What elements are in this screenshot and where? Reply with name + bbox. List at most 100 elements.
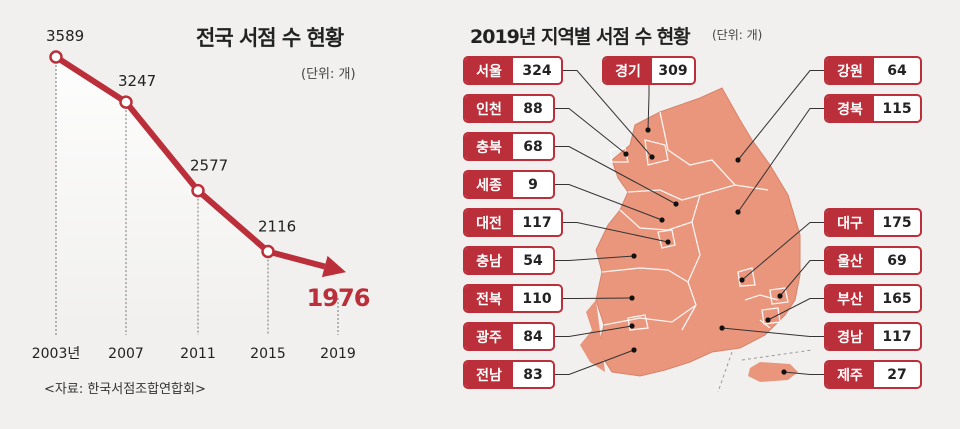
region-callout: 전남 83 [463,360,555,389]
region-location-dot [719,325,725,331]
callout-leader-line [555,325,633,337]
region-value: 54 [523,252,543,269]
region-location-dot [623,151,629,157]
line-chart-arrowhead [321,255,346,278]
line-chart-x-tick-label: 2019 [320,346,356,362]
region-name: 울산 [826,248,874,273]
region-name: 인천 [465,96,513,121]
callout-dots [623,127,787,375]
region-callout: 대전 117 [463,208,563,237]
region-callout: 전북 110 [463,284,563,313]
region-location-dot [631,253,637,259]
region-name: 대구 [826,210,874,235]
region-name: 경기 [604,58,652,83]
region-location-dot [765,317,771,323]
line-chart-point [49,50,63,64]
region-callout: 세종 9 [463,170,555,199]
callout-leader-line [783,371,824,375]
callout-leader-line [563,70,653,158]
line-chart-unit: (단위: 개) [301,67,356,82]
region-callout: 서울 324 [463,56,563,85]
region-name: 경남 [826,324,874,349]
line-chart: 3589 3247 2577 2116 1976 2003년 2007 2011 2015 20… [32,27,371,362]
region-callout: 대구 175 [824,208,922,237]
region-value: 175 [882,214,912,231]
region-location-dot [735,209,741,215]
region-name: 강원 [826,58,874,83]
korea-peninsula [580,87,813,393]
region-name: 충북 [465,134,513,159]
region-value: 84 [523,328,543,345]
region-value: 309 [658,62,688,79]
region-location-dot [629,323,635,329]
region-value: 83 [523,366,543,383]
region-value: 324 [522,62,552,79]
region-location-dot [629,295,635,301]
line-chart-point [191,183,205,198]
region-name: 제주 [826,362,874,387]
callout-leader-line [563,222,669,243]
region-value: 165 [882,290,912,307]
callout-leader-line [741,222,824,281]
region-name: 충남 [465,248,513,273]
region-value: 117 [522,214,552,231]
region-location-dot [631,347,637,353]
region-callout: 강원 64 [824,56,922,85]
callout-leader-line [647,85,650,131]
region-name: 부산 [826,286,874,311]
region-value: 69 [887,252,907,269]
line-chart-x-tick-label: 2015 [250,346,286,362]
source-note: <자료: 한국서점조합연합회> [44,382,206,397]
region-value: 64 [887,62,907,79]
region-value: 9 [528,176,538,193]
region-callout: 경남 117 [824,322,922,351]
line-chart-area [56,57,268,330]
region-location-dot [781,369,787,375]
line-chart-final-value-label: 1976 [307,284,370,312]
jeju-island [748,362,798,382]
line-chart-data-label: 2577 [190,157,228,175]
region-callout: 울산 69 [824,246,922,275]
line-chart-x-tick-label: 2011 [180,346,216,362]
callout-leader-line [555,146,677,205]
region-callout: 제주 27 [824,360,922,389]
region-callout: 부산 165 [824,284,922,313]
line-chart-data-label: 3589 [46,27,84,45]
line-chart-x-tick-label: 2003년 [32,346,81,362]
line-chart-data-label: 2116 [258,218,296,236]
region-value: 88 [523,100,543,117]
callout-leader-line [555,349,635,375]
region-name: 광주 [465,324,513,349]
line-chart-point [119,95,133,109]
region-location-dot [659,217,665,223]
line-chart-title: 전국 서점 수 현황 [196,26,344,50]
map-title: 2019년 지역별 서점 수 현황 [470,26,691,48]
callout-leader-lines [555,70,824,375]
region-callout: 광주 84 [463,322,555,351]
region-location-dot [735,157,741,163]
callout-leader-line [737,70,824,161]
region-value: 110 [522,290,552,307]
region-value: 115 [882,100,912,117]
region-name: 서울 [465,58,513,83]
line-chart-data-label: 3247 [118,72,156,90]
region-location-dot [645,127,651,133]
callout-leader-line [563,297,633,299]
region-location-dot [739,277,745,283]
region-value: 117 [882,328,912,345]
region-name: 경북 [826,96,874,121]
line-chart-x-tick-label: 2007 [108,346,144,362]
callout-leader-line [555,184,663,221]
region-callout: 충북 68 [463,132,555,161]
region-callout: 경기 309 [602,56,696,85]
region-callout: 경북 115 [824,94,922,123]
region-name: 세종 [465,172,513,197]
region-location-dot [665,239,671,245]
callout-leader-line [555,255,635,261]
region-location-dot [777,293,783,299]
region-location-dot [649,154,655,160]
callout-leader-line [721,327,824,337]
region-location-dot [673,201,679,207]
region-value: 68 [523,138,543,155]
